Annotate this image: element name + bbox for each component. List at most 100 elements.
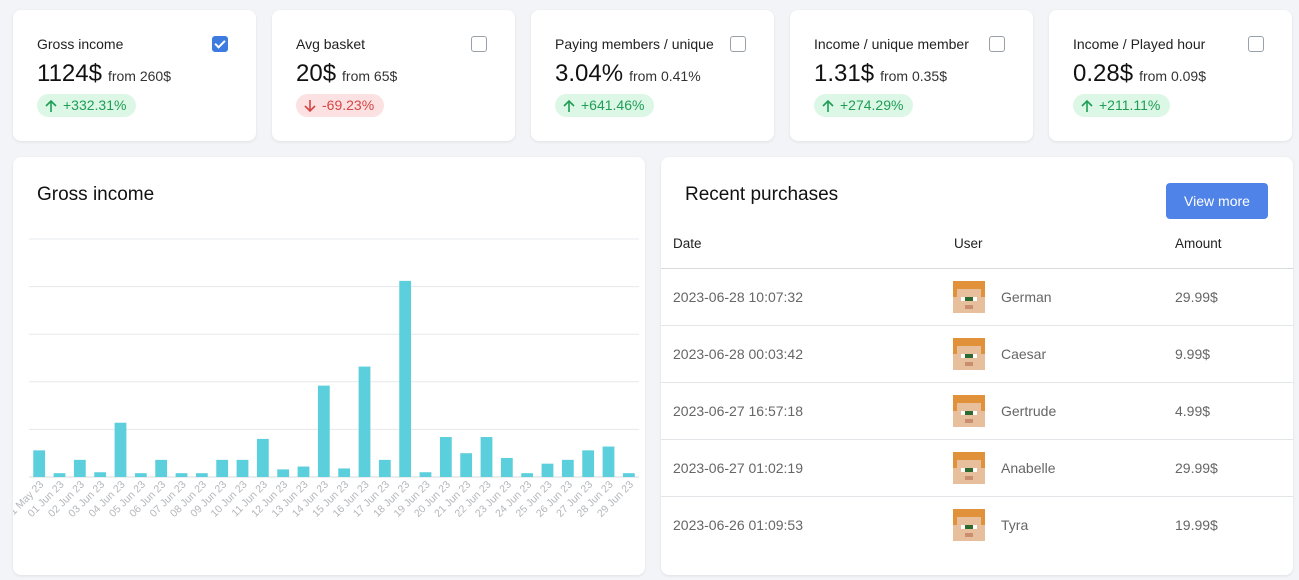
user-avatar-icon xyxy=(953,452,985,484)
stat-value: 1.31$ from 0.35$ xyxy=(814,60,947,87)
arrow-down-icon xyxy=(304,99,316,112)
bar-23-jun-23[interactable] xyxy=(500,457,513,477)
stat-from: from 0.35$ xyxy=(880,68,947,84)
bar-08-jun-23[interactable] xyxy=(195,473,208,477)
bar-17-jun-23[interactable] xyxy=(378,459,391,477)
bar-10-jun-23[interactable] xyxy=(236,459,249,477)
stat-from: from 260$ xyxy=(107,68,172,84)
column-header-user: User xyxy=(954,236,983,251)
bar-18-jun-23[interactable] xyxy=(399,280,412,477)
purchase-user: Caesar xyxy=(1001,346,1047,362)
bar-14-jun-23[interactable] xyxy=(317,385,330,477)
table-header-divider xyxy=(661,268,1293,269)
arrow-up-icon xyxy=(822,99,834,112)
bar-06-jun-23[interactable] xyxy=(155,459,168,477)
purchase-user: Tyra xyxy=(1001,517,1029,533)
purchase-user: Anabelle xyxy=(1001,460,1056,476)
bar-01-jun-23[interactable] xyxy=(53,473,66,477)
table-row[interactable]: 2023-06-27 01:02:19 Anabelle 29.99$ xyxy=(661,440,1293,497)
bar-11-jun-23[interactable] xyxy=(256,438,269,477)
bar-28-jun-23[interactable] xyxy=(602,446,615,477)
purchase-amount: 29.99$ xyxy=(1175,460,1218,476)
bar-21-jun-23[interactable] xyxy=(460,453,473,477)
stat-change-badge: +274.29% xyxy=(814,94,914,117)
stat-from: from 65$ xyxy=(342,68,398,84)
purchase-date: 2023-06-26 01:09:53 xyxy=(673,517,803,533)
stat-checkbox[interactable] xyxy=(1248,36,1264,52)
bar-02-jun-23[interactable] xyxy=(73,459,86,477)
bar-13-jun-23[interactable] xyxy=(297,466,310,477)
stat-card-income-per-hour: Income / Played hour 0.28$ from 0.09$ +21… xyxy=(1049,10,1292,141)
purchase-date: 2023-06-28 00:03:42 xyxy=(673,346,803,362)
stat-checkbox[interactable] xyxy=(212,36,228,52)
stat-change-badge: -69.23% xyxy=(296,94,385,117)
bar-03-jun-23[interactable] xyxy=(94,472,107,477)
bar-15-jun-23[interactable] xyxy=(338,468,351,477)
chart-title: Gross income xyxy=(37,184,155,205)
stat-change-badge: +332.31% xyxy=(37,94,137,117)
purchase-amount: 19.99$ xyxy=(1175,517,1218,533)
column-header-date: Date xyxy=(673,236,702,251)
user-avatar-icon xyxy=(953,395,985,427)
stat-checkbox[interactable] xyxy=(989,36,1005,52)
purchase-date: 2023-06-28 10:07:32 xyxy=(673,289,803,305)
bar-22-jun-23[interactable] xyxy=(480,437,493,477)
stat-label: Income / unique member xyxy=(814,36,969,52)
bar-20-jun-23[interactable] xyxy=(439,437,452,477)
user-avatar-icon xyxy=(953,509,985,541)
gross-income-chart-card: Gross income 31 May 23 01 Jun 23 02 Jun 23… xyxy=(13,157,645,575)
bar-07-jun-23[interactable] xyxy=(175,473,188,477)
stat-card-income-per-member: Income / unique member 1.31$ from 0.35$ +… xyxy=(790,10,1033,141)
stat-value: 1124$ from 260$ xyxy=(37,60,172,87)
bar-16-jun-23[interactable] xyxy=(358,366,371,477)
bar-27-jun-23[interactable] xyxy=(582,450,595,477)
purchase-user: Gertrude xyxy=(1001,403,1057,419)
user-avatar-icon xyxy=(953,281,985,313)
table-row[interactable]: 2023-06-27 16:57:18 Gertrude 4.99$ xyxy=(661,383,1293,440)
purchase-amount: 9.99$ xyxy=(1175,346,1211,362)
view-more-button[interactable]: View more xyxy=(1166,183,1268,219)
bar-29-jun-23[interactable] xyxy=(622,473,635,477)
column-header-amount: Amount xyxy=(1175,236,1222,251)
stat-value: 0.28$ from 0.09$ xyxy=(1073,60,1206,87)
stat-change-badge: +641.46% xyxy=(555,94,655,117)
stat-from: from 0.41% xyxy=(629,68,701,84)
stat-card-gross-income: Gross income 1124$ from 260$ +332.31% xyxy=(13,10,256,141)
arrow-up-icon xyxy=(563,99,575,112)
user-avatar-icon xyxy=(953,338,985,370)
bar-09-jun-23[interactable] xyxy=(216,459,229,477)
purchase-date: 2023-06-27 01:02:19 xyxy=(673,460,803,476)
purchase-date: 2023-06-27 16:57:18 xyxy=(673,403,803,419)
table-row[interactable]: 2023-06-28 10:07:32 German 29.99$ xyxy=(661,269,1293,326)
bar-04-jun-23[interactable] xyxy=(114,422,127,477)
stat-value: 20$ from 65$ xyxy=(296,60,398,87)
table-row[interactable]: 2023-06-26 01:09:53 Tyra 19.99$ xyxy=(661,497,1293,554)
bar-26-jun-23[interactable] xyxy=(561,459,574,477)
arrow-up-icon xyxy=(45,99,57,112)
bar-19-jun-23[interactable] xyxy=(419,472,432,477)
stat-from: from 0.09$ xyxy=(1139,68,1206,84)
purchase-amount: 29.99$ xyxy=(1175,289,1218,305)
stat-change-badge: +211.11% xyxy=(1073,94,1171,117)
bar-31-may-23[interactable] xyxy=(33,450,46,477)
purchase-amount: 4.99$ xyxy=(1175,403,1211,419)
stat-card-avg-basket: Avg basket 20$ from 65$ -69.23% xyxy=(272,10,515,141)
stat-label: Income / Played hour xyxy=(1073,36,1206,52)
arrow-up-icon xyxy=(1081,99,1093,112)
stat-checkbox[interactable] xyxy=(730,36,746,52)
stat-label: Paying members / unique xyxy=(555,36,714,52)
bar-25-jun-23[interactable] xyxy=(541,463,554,477)
stat-value: 3.04% from 0.41% xyxy=(555,60,701,87)
stat-label: Gross income xyxy=(37,36,124,52)
table-row[interactable]: 2023-06-28 00:03:42 Caesar 9.99$ xyxy=(661,326,1293,383)
purchases-title: Recent purchases xyxy=(685,184,839,205)
purchase-user: German xyxy=(1001,289,1052,305)
bar-12-jun-23[interactable] xyxy=(277,469,290,477)
stat-checkbox[interactable] xyxy=(471,36,487,52)
stat-label: Avg basket xyxy=(296,36,366,52)
recent-purchases-card: Recent purchases View more Date User Amo… xyxy=(661,157,1293,575)
bar-05-jun-23[interactable] xyxy=(134,473,147,477)
bar-24-jun-23[interactable] xyxy=(521,473,534,477)
stat-card-paying-members: Paying members / unique 3.04% from 0.41% … xyxy=(531,10,774,141)
